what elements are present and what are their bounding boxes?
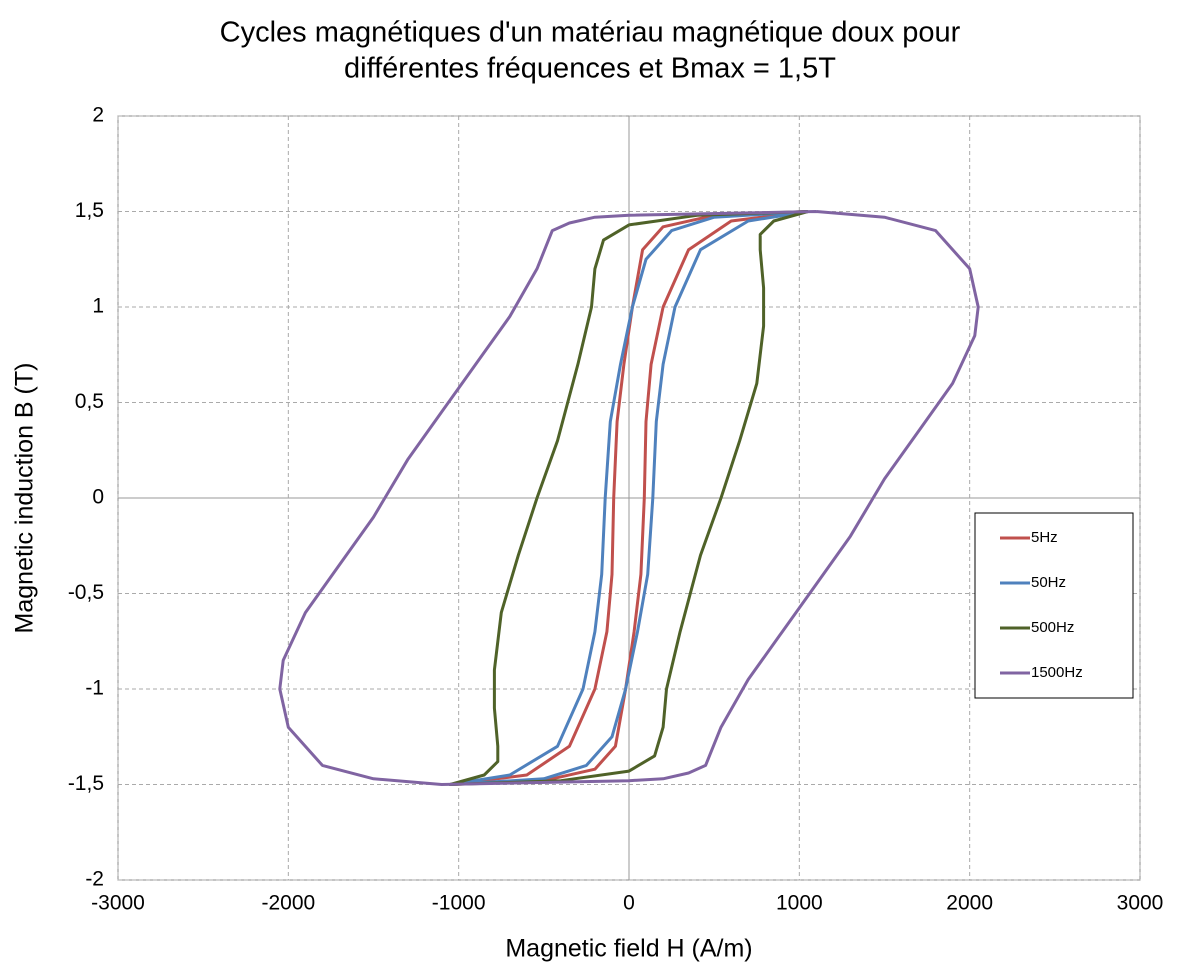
x-tick-label: -2000 bbox=[261, 892, 315, 915]
legend-label: 500Hz bbox=[1031, 619, 1074, 636]
legend-label: 5Hz bbox=[1031, 529, 1058, 546]
x-tick-label: 2000 bbox=[946, 892, 993, 915]
x-tick-label: -3000 bbox=[91, 892, 145, 915]
series-line bbox=[278, 210, 980, 786]
y-tick-label: 1,5 bbox=[75, 199, 104, 222]
chart-title: Cycles magnétiques d'un matériau magnéti… bbox=[220, 17, 961, 49]
legend-label: 50Hz bbox=[1031, 574, 1066, 591]
x-tick-label: 0 bbox=[623, 892, 635, 915]
y-tick-label: 1 bbox=[92, 295, 104, 318]
y-tick-label: -0,5 bbox=[68, 581, 104, 604]
y-tick-label: -1,5 bbox=[68, 772, 104, 795]
legend-box bbox=[974, 512, 1134, 699]
legend-label: 1500Hz bbox=[1031, 664, 1083, 681]
y-tick-label: -1 bbox=[85, 677, 104, 700]
x-tick-label: -1000 bbox=[432, 892, 486, 915]
y-tick-label: 0,5 bbox=[75, 390, 104, 413]
x-tick-label: 3000 bbox=[1117, 892, 1164, 915]
y-tick-label: 2 bbox=[92, 104, 104, 127]
y-tick-label: -2 bbox=[85, 868, 104, 891]
x-axis-label: Magnetic field H (A/m) bbox=[505, 935, 752, 963]
chart-title: différentes fréquences et Bmax = 1,5T bbox=[344, 53, 836, 85]
y-axis-label: Magnetic induction B (T) bbox=[11, 363, 39, 634]
y-tick-label: 0 bbox=[92, 486, 104, 509]
x-tick-label: 1000 bbox=[776, 892, 823, 915]
